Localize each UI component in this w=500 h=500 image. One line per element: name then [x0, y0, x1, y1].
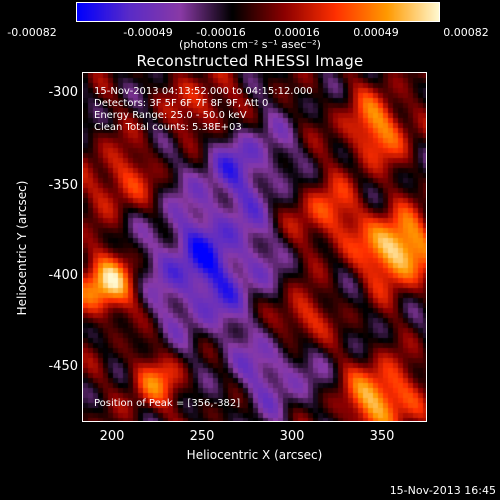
x-tick-label: 350 — [369, 429, 395, 444]
info-energy-range: Energy Range: 25.0 - 50.0 keV — [94, 110, 247, 121]
info-time-range: 15-Nov-2013 04:13:52.000 to 04:15:12.000 — [94, 86, 313, 97]
colorbar-tick: 0.00049 — [353, 26, 399, 39]
colorbar-unit-label: (photons cm⁻² s⁻¹ asec⁻²) — [179, 38, 321, 51]
colorbar-tick: 0.00082 — [443, 26, 489, 39]
info-clean-counts: Clean Total counts: 5.38E+03 — [94, 122, 242, 133]
colorbar — [76, 2, 440, 22]
y-axis-label: Heliocentric Y (arcsec) — [15, 180, 29, 316]
y-tick-label: -400 — [48, 268, 78, 283]
y-tick-label: -300 — [48, 85, 78, 100]
y-tick-label: -450 — [48, 359, 78, 374]
solar-image-plot — [82, 72, 427, 422]
info-detectors: Detectors: 3F 5F 6F 7F 8F 9F, Att 0 — [94, 98, 269, 109]
x-tick-label: 200 — [99, 429, 125, 444]
x-axis-label: Heliocentric X (arcsec) — [186, 448, 323, 462]
colorbar-tick: 0.00016 — [274, 26, 320, 39]
colorbar-tick: -0.00016 — [196, 26, 246, 39]
x-tick-label: 250 — [189, 429, 215, 444]
plot-timestamp: 15-Nov-2013 16:45 — [389, 484, 496, 497]
colorbar-tick: -0.00082 — [7, 26, 57, 39]
y-tick-label: -350 — [48, 178, 78, 193]
info-peak-position: Position of Peak = [356,-382] — [94, 398, 241, 409]
colorbar-tick: -0.00049 — [123, 26, 173, 39]
image-title: Reconstructed RHESSI Image — [136, 52, 364, 70]
x-tick-label: 300 — [279, 429, 305, 444]
solar-heatmap-image — [83, 73, 426, 421]
